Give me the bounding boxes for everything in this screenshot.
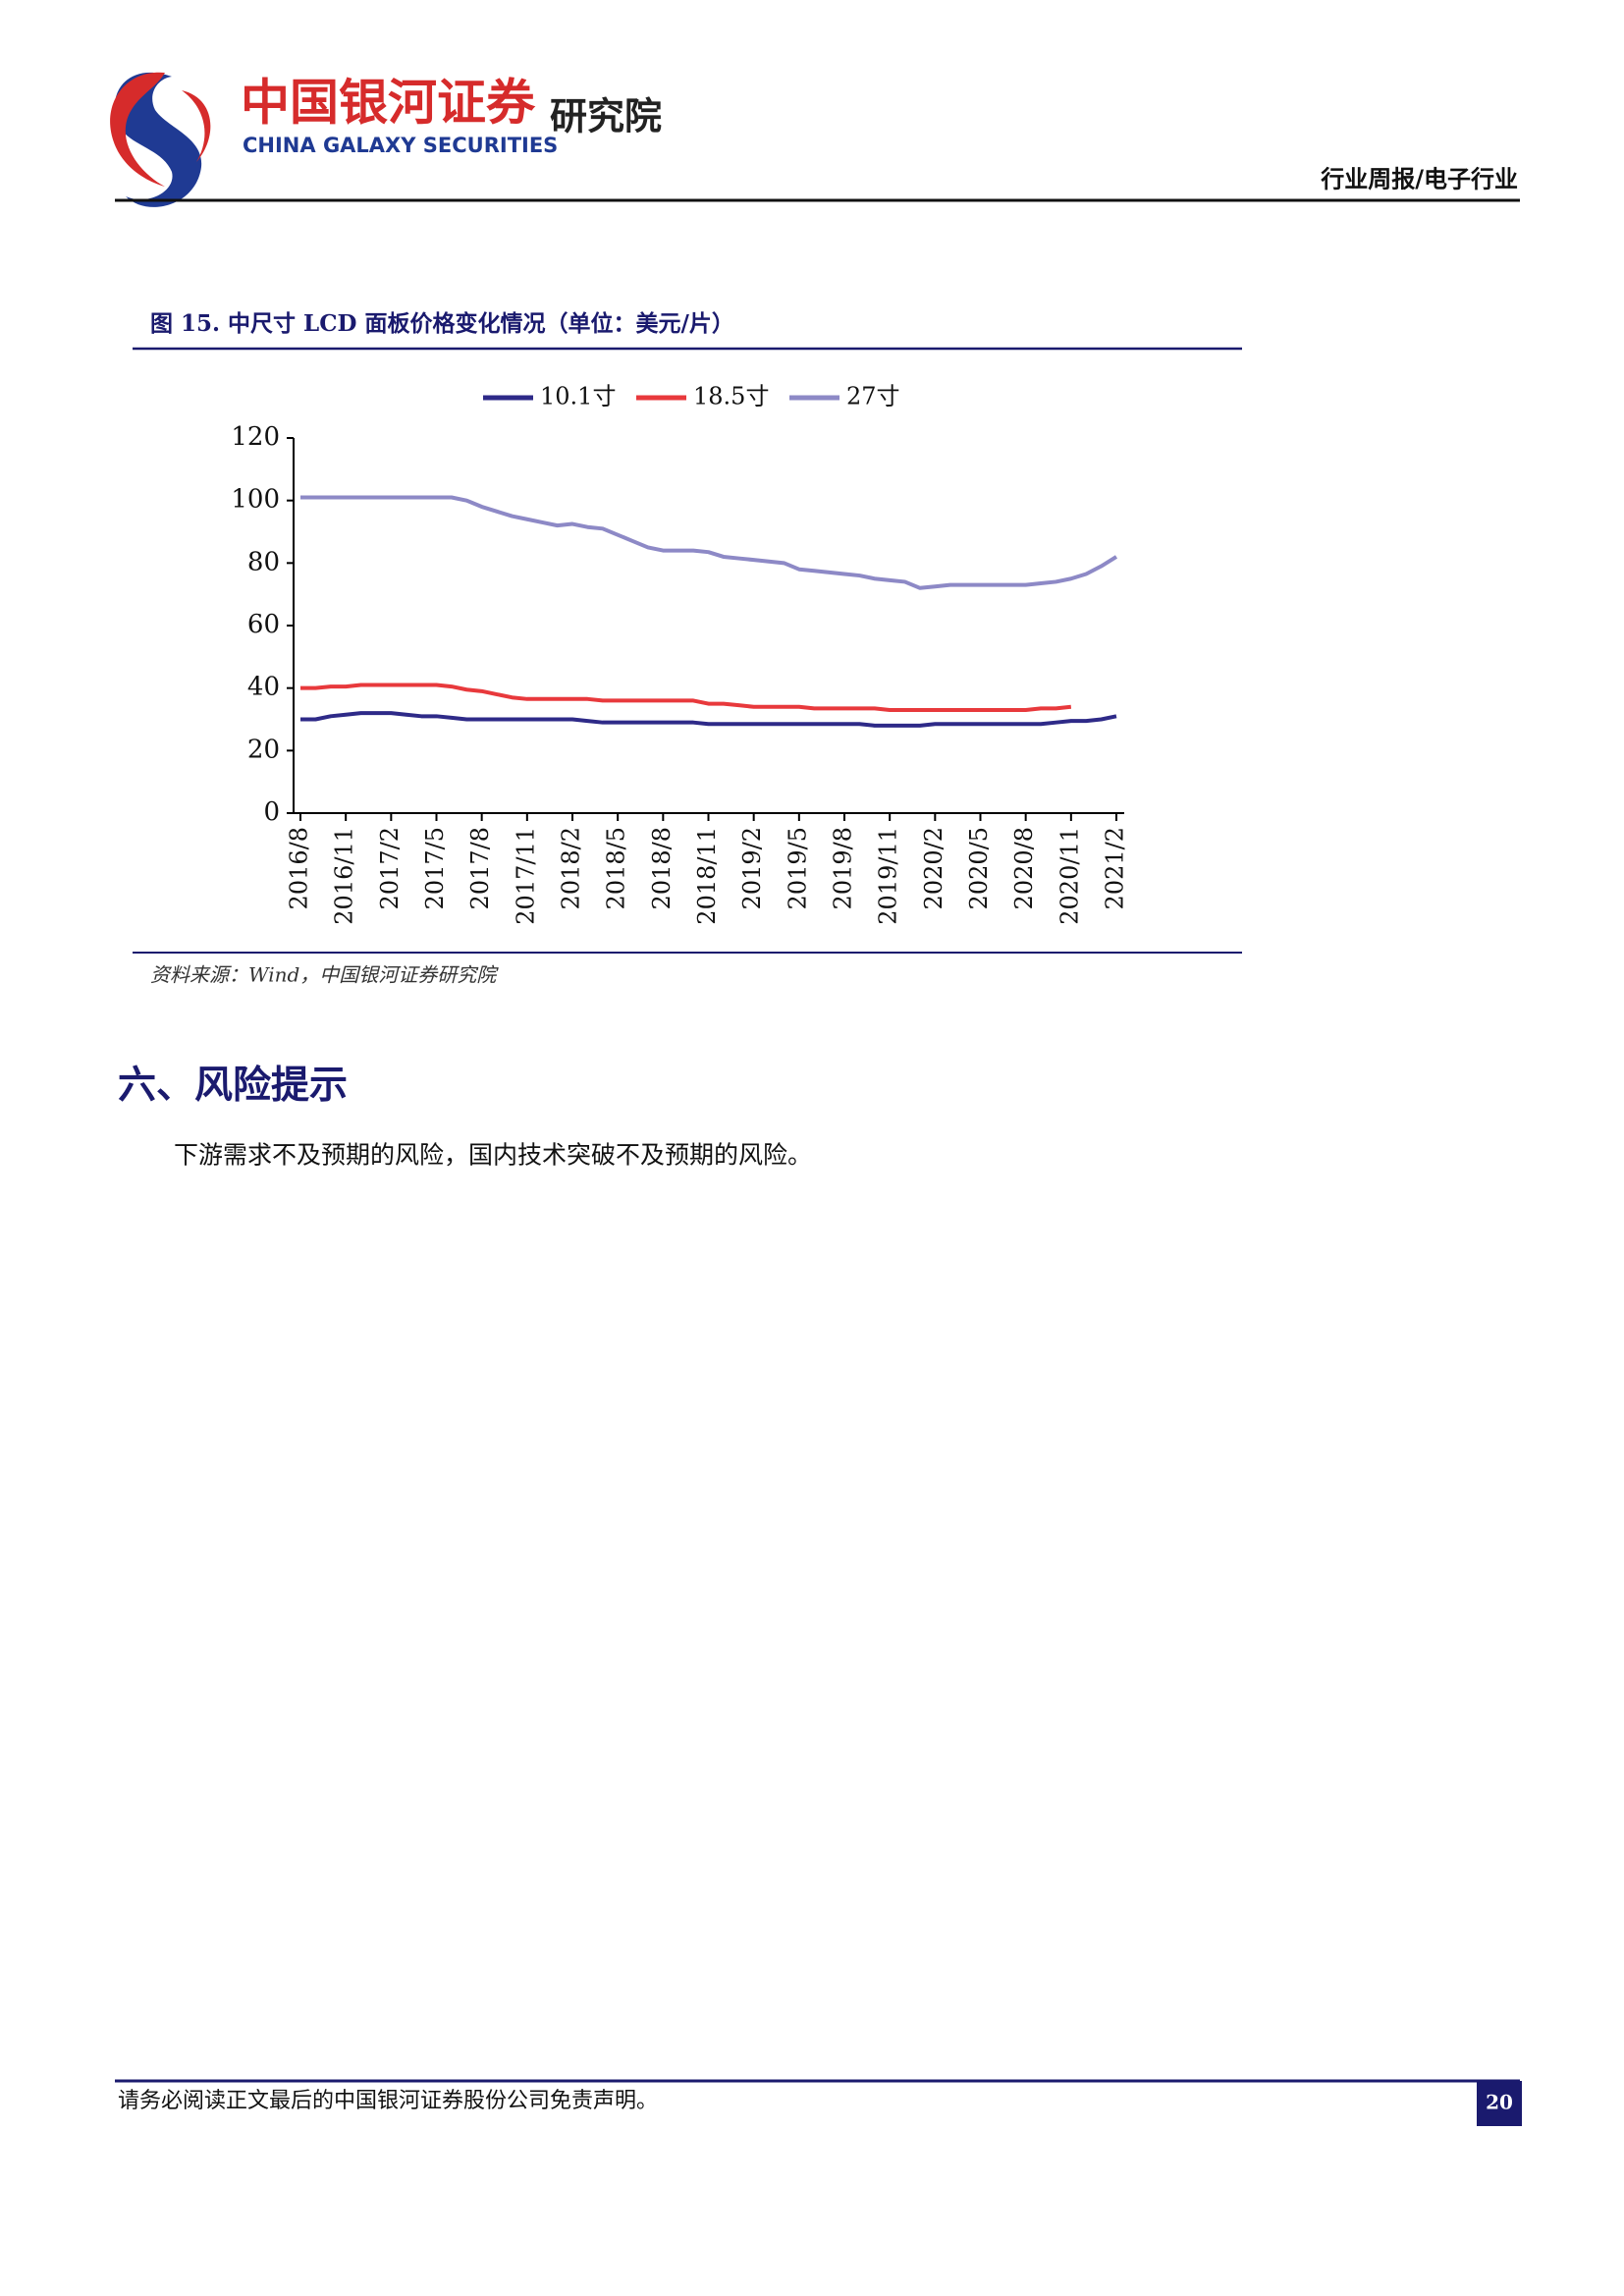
y-tick-label: 20 bbox=[247, 735, 280, 764]
y-tick-label: 0 bbox=[263, 797, 280, 827]
x-tick-label: 2020/8 bbox=[1010, 827, 1038, 909]
x-tick-label: 2017/11 bbox=[512, 827, 539, 925]
y-tick-label: 120 bbox=[231, 422, 280, 452]
x-tick-label: 2018/8 bbox=[648, 827, 676, 909]
legend-label: 18.5寸 bbox=[693, 383, 769, 410]
page-number: 20 bbox=[1486, 2091, 1513, 2114]
x-tick-label: 2016/8 bbox=[286, 827, 313, 909]
x-tick-label: 2018/5 bbox=[603, 827, 630, 909]
y-tick-label: 100 bbox=[231, 485, 280, 515]
report-type: 行业周报/电子行业 bbox=[1320, 165, 1518, 193]
page-number-box bbox=[1477, 2081, 1522, 2126]
x-tick-label: 2019/8 bbox=[830, 827, 857, 909]
series-line bbox=[300, 711, 1117, 728]
footer-disclaimer: 请务必阅读正文最后的中国银河证券股份公司免责声明。 bbox=[118, 2089, 658, 2113]
x-tick-label: 2017/8 bbox=[466, 827, 494, 909]
y-tick-label: 60 bbox=[247, 610, 280, 639]
y-tick-label: 40 bbox=[247, 673, 280, 702]
x-tick-label: 2021/2 bbox=[1102, 827, 1129, 909]
y-tick-label: 80 bbox=[247, 547, 280, 576]
x-tick-label: 2018/2 bbox=[558, 827, 585, 909]
logo-mark bbox=[110, 72, 211, 207]
logo-cn: 中国银河证券 bbox=[241, 75, 536, 132]
section-heading: 六、风险提示 bbox=[118, 1063, 348, 1108]
figure-source: 资料来源：Wind，中国银河证券研究院 bbox=[150, 963, 499, 987]
x-tick-label: 2019/5 bbox=[784, 827, 811, 909]
x-tick-label: 2017/2 bbox=[376, 827, 404, 909]
institute: 研究院 bbox=[550, 95, 662, 138]
x-tick-label: 2020/11 bbox=[1056, 827, 1083, 925]
x-tick-label: 2016/11 bbox=[331, 827, 358, 925]
legend-label: 10.1寸 bbox=[540, 383, 616, 410]
x-tick-label: 2018/11 bbox=[693, 827, 721, 925]
series-line bbox=[300, 683, 1072, 712]
x-tick-label: 2017/5 bbox=[421, 827, 449, 909]
series-line bbox=[300, 495, 1118, 590]
x-tick-label: 2019/2 bbox=[738, 827, 766, 909]
figure-title: 图 15. 中尺寸 LCD 面板价格变化情况（单位：美元/片） bbox=[150, 310, 734, 337]
x-tick-label: 2020/2 bbox=[920, 827, 947, 909]
legend-label: 27寸 bbox=[846, 383, 900, 410]
x-tick-label: 2019/11 bbox=[875, 827, 902, 925]
logo-en: CHINA GALAXY SECURITIES bbox=[243, 134, 558, 157]
body-text: 下游需求不及预期的风险，国内技术突破不及预期的风险。 bbox=[174, 1141, 812, 1170]
x-tick-label: 2020/5 bbox=[965, 827, 993, 909]
chart: 0 20 40 60 80 100 120 2016/8 2016/11 2017/2 2017/5… bbox=[231, 383, 1128, 925]
